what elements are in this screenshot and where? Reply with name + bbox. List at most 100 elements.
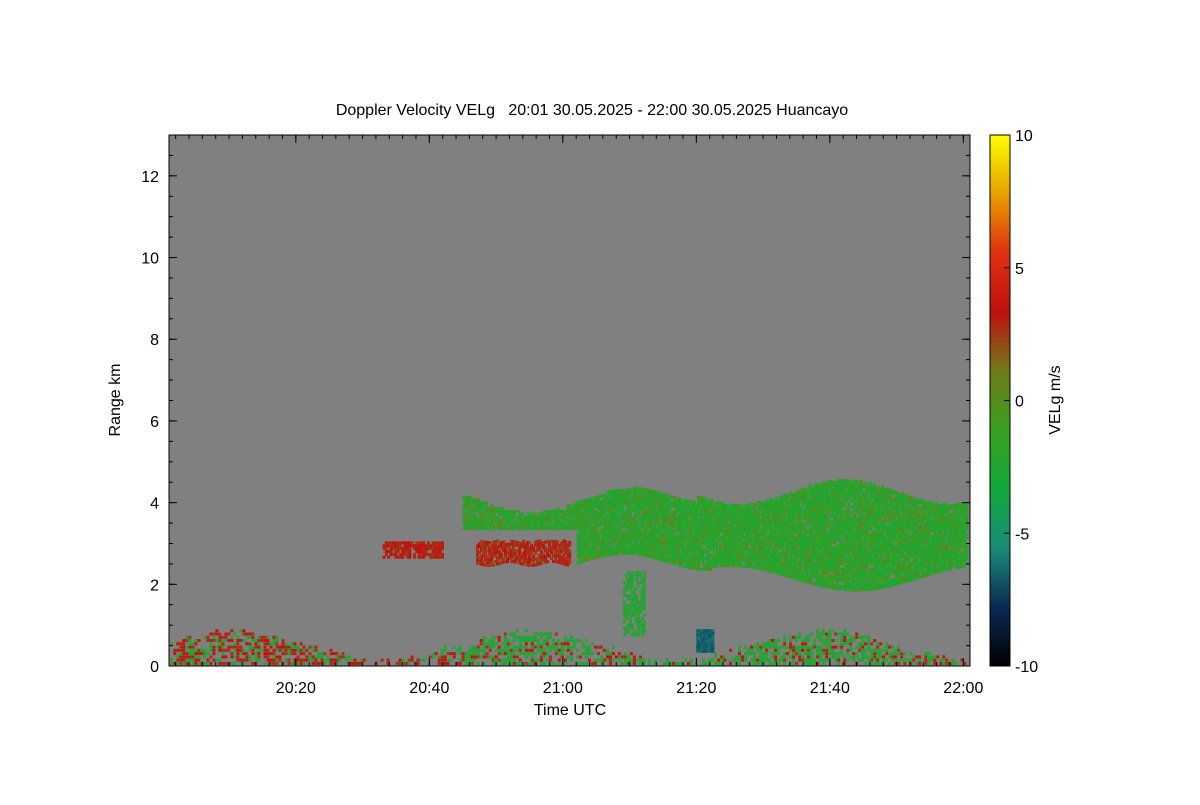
heatmap-cell xyxy=(804,658,808,662)
heatmap-cell xyxy=(468,495,472,499)
heatmap-cell xyxy=(705,505,708,508)
heatmap-cell xyxy=(646,505,650,509)
heatmap-cell xyxy=(783,639,787,642)
heatmap-cell xyxy=(809,558,813,562)
heatmap-cell xyxy=(404,661,408,665)
heatmap-cell xyxy=(817,517,821,521)
heatmap-cell xyxy=(564,542,568,546)
heatmap-cell xyxy=(630,549,634,553)
heatmap-cell xyxy=(811,559,815,563)
heatmap-cell xyxy=(658,554,662,558)
heatmap-cell xyxy=(811,539,815,542)
heatmap-cell xyxy=(415,541,419,545)
heatmap-cell xyxy=(701,496,704,500)
heatmap-cell xyxy=(622,548,626,552)
heatmap-cell xyxy=(799,549,803,553)
heatmap-cell xyxy=(632,540,636,544)
heatmap-cell xyxy=(496,510,500,513)
heatmap-cell xyxy=(632,658,636,662)
heatmap-cell xyxy=(864,642,868,646)
heatmap-cell xyxy=(707,519,710,523)
heatmap-cell xyxy=(771,553,775,556)
heatmap-cell xyxy=(506,545,510,549)
heatmap-cell xyxy=(827,574,831,578)
heatmap-cell xyxy=(612,512,616,516)
heatmap-cell xyxy=(749,536,753,540)
heatmap-cell xyxy=(753,655,757,659)
heatmap-cell xyxy=(482,655,486,659)
heatmap-cell xyxy=(803,531,807,535)
heatmap-cell xyxy=(544,524,548,528)
heatmap-cell xyxy=(671,510,674,513)
heatmap-cell xyxy=(827,551,831,555)
heatmap-cell xyxy=(709,510,712,514)
heatmap-cell xyxy=(741,541,744,545)
heatmap-cell xyxy=(741,547,744,551)
heatmap-cell xyxy=(709,519,712,523)
heatmap-cell xyxy=(687,557,690,561)
heatmap-cell xyxy=(546,548,550,552)
heatmap-cell xyxy=(771,515,775,519)
heatmap-cell xyxy=(646,543,650,547)
heatmap-cell xyxy=(858,642,862,646)
heatmap-cell xyxy=(801,533,805,537)
heatmap-cell xyxy=(606,527,610,531)
heatmap-cell xyxy=(823,544,827,548)
heatmap-cell xyxy=(516,521,520,525)
heatmap-cell xyxy=(759,518,763,522)
heatmap-cell xyxy=(534,551,538,555)
heatmap-cell xyxy=(600,503,604,506)
heatmap-cell xyxy=(823,542,827,545)
heatmap-cell xyxy=(767,537,771,541)
heatmap-cell xyxy=(829,503,833,507)
heatmap-cell xyxy=(592,522,596,526)
heatmap-cell xyxy=(690,658,693,662)
heatmap-cell xyxy=(763,502,767,506)
heatmap-cell xyxy=(516,515,520,519)
heatmap-cell xyxy=(870,652,874,656)
heatmap-cell xyxy=(606,521,610,525)
heatmap-cell xyxy=(864,652,868,656)
heatmap-cell xyxy=(721,515,724,519)
heatmap-cell xyxy=(498,524,502,528)
heatmap-cell xyxy=(711,516,714,520)
heatmap-cell xyxy=(221,642,225,646)
heatmap-cell xyxy=(516,549,520,553)
heatmap-cell xyxy=(817,569,821,573)
heatmap-cell xyxy=(528,546,532,550)
heatmap-cell xyxy=(494,507,498,511)
heatmap-cell xyxy=(809,509,813,513)
heatmap-cell xyxy=(576,512,580,516)
heatmap-cell xyxy=(695,564,698,568)
heatmap-cell xyxy=(683,510,686,514)
heatmap-cell xyxy=(819,526,823,530)
heatmap-cell xyxy=(781,535,785,539)
heatmap-cell xyxy=(809,538,813,542)
heatmap-cell xyxy=(777,506,781,510)
heatmap-cell xyxy=(612,500,616,504)
heatmap-cell xyxy=(757,544,761,547)
heatmap-cell xyxy=(801,579,805,583)
heatmap-cell xyxy=(209,655,213,659)
heatmap-cell xyxy=(482,518,486,522)
heatmap-cell xyxy=(484,501,488,505)
heatmap-cell xyxy=(693,561,696,565)
heatmap-cell xyxy=(640,530,644,534)
heatmap-cell xyxy=(822,629,826,633)
heatmap-cell xyxy=(417,541,421,545)
heatmap-cell xyxy=(675,554,678,557)
heatmap-cell xyxy=(638,655,642,659)
heatmap-cell xyxy=(526,560,530,564)
heatmap-cell xyxy=(791,527,795,531)
heatmap-cell xyxy=(566,642,570,646)
heatmap-cell xyxy=(687,499,690,503)
heatmap-cell xyxy=(557,648,561,652)
heatmap-cell xyxy=(817,497,821,501)
heatmap-cell xyxy=(510,559,514,563)
heatmap-cell xyxy=(785,497,789,500)
heatmap-cell xyxy=(540,541,544,545)
heatmap-cell xyxy=(757,509,761,513)
heatmap-cell xyxy=(739,518,742,522)
heatmap-cell xyxy=(699,498,702,502)
heatmap-cell xyxy=(741,524,744,528)
